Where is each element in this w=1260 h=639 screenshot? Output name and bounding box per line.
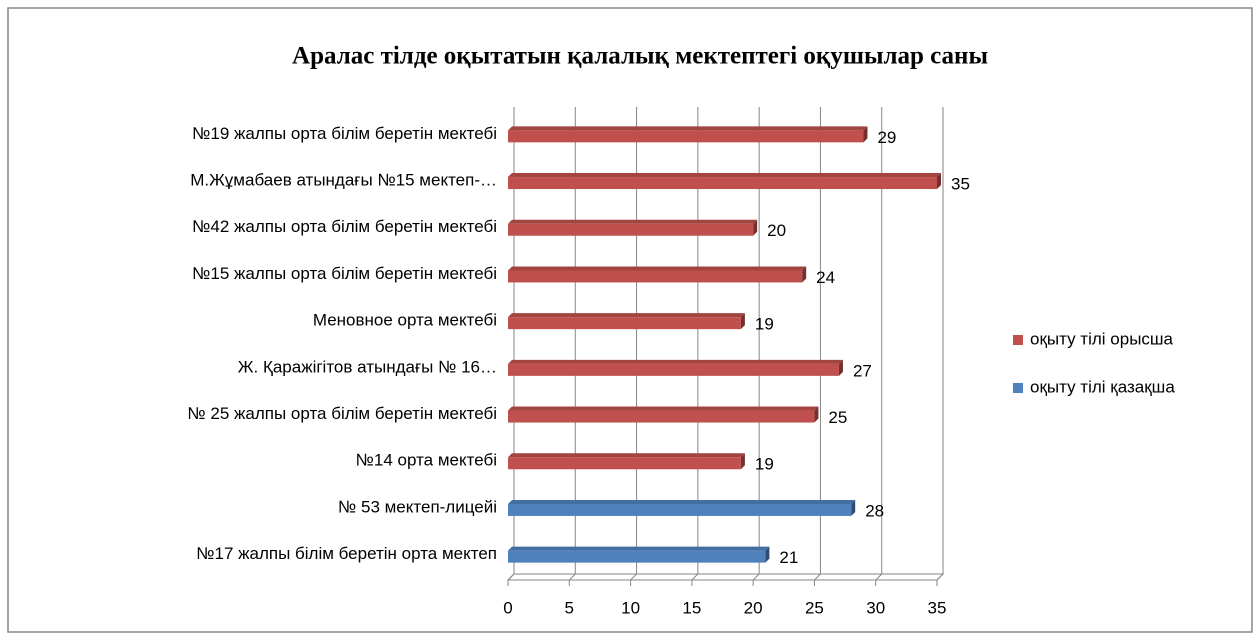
- y-tick-label: Ж. Қаражігітов атындағы № 16…: [238, 357, 497, 376]
- legend-label: оқыту тілі орысша: [1030, 329, 1174, 348]
- y-tick-label: №15 жалпы орта білім беретін мектебі: [192, 264, 497, 283]
- x-tick-label: 35: [928, 598, 947, 617]
- x-tick-label: 15: [682, 598, 701, 617]
- grid-line: [691, 107, 699, 581]
- y-tick-label: №42 жалпы орта білім беретін мектебі: [192, 217, 497, 236]
- grid-line: [936, 107, 944, 581]
- bar-face: [838, 359, 843, 376]
- bar-face: [508, 177, 937, 190]
- grid-line: [814, 107, 821, 581]
- grid-line: [630, 107, 638, 581]
- data-label: 21: [779, 548, 798, 567]
- bar: [508, 546, 770, 563]
- bar-face: [508, 410, 815, 423]
- bar-face: [937, 173, 941, 190]
- y-tick-label: №19 жалпы орта білім беретін мектебі: [192, 124, 497, 143]
- bar: [508, 499, 856, 516]
- bar-face: [508, 457, 741, 470]
- y-tick-label: № 25 жалпы орта білім беретін мектебі: [187, 404, 497, 423]
- bar-face: [802, 266, 807, 283]
- bar: [508, 173, 941, 190]
- bar-face: [508, 173, 941, 178]
- bar-face: [508, 546, 770, 551]
- bar-face: [508, 130, 864, 143]
- legend-label: оқыту тілі қазақша: [1030, 377, 1175, 396]
- data-label: 19: [755, 315, 774, 334]
- bar: [508, 313, 745, 330]
- bar-face: [740, 313, 745, 330]
- x-tick-label: 20: [744, 598, 763, 617]
- x-tick-label: 0: [503, 598, 512, 617]
- bar-face: [508, 266, 807, 271]
- y-tick-label: №14 орта мектебі: [356, 451, 497, 470]
- legend-swatch: [1013, 335, 1023, 345]
- bar-face: [508, 503, 852, 516]
- bar-face: [814, 406, 819, 423]
- bar-face: [508, 550, 766, 563]
- data-label: 35: [951, 175, 970, 194]
- data-label: 25: [828, 408, 847, 427]
- chart-title: Аралас тілде оқытатын қалалық мектептегі…: [292, 43, 988, 70]
- x-tick-label: 5: [565, 598, 574, 617]
- legend-swatch: [1013, 383, 1023, 393]
- bar-face: [508, 499, 856, 504]
- bar: [508, 453, 745, 470]
- y-tick-label: Меновное орта мектебі: [313, 311, 497, 330]
- bar-face: [508, 223, 754, 236]
- bar-face: [851, 499, 856, 516]
- x-tick-label: 30: [866, 598, 885, 617]
- x-tick-label: 25: [805, 598, 824, 617]
- bar-face: [765, 546, 770, 563]
- grid-line: [875, 107, 883, 581]
- y-tick-label: М.Жұмабаев атындағы №15 мектеп-…: [190, 171, 497, 190]
- data-label: 27: [853, 361, 872, 380]
- bar-face: [508, 363, 839, 376]
- bar-face: [508, 406, 819, 411]
- bar: [508, 126, 868, 143]
- y-tick-label: № 53 мектеп-лицейі: [338, 497, 497, 516]
- bar-face: [508, 313, 745, 318]
- grid-line: [752, 107, 760, 581]
- bar-face: [508, 359, 843, 364]
- data-label: 24: [816, 268, 835, 287]
- data-label: 20: [767, 221, 786, 240]
- bar-face: [508, 317, 741, 330]
- bar-face: [508, 219, 758, 224]
- x-tick-label: 10: [621, 598, 640, 617]
- bar-face: [508, 453, 745, 458]
- bar-face: [508, 126, 868, 131]
- bar-face: [753, 219, 758, 236]
- bar-face: [863, 126, 868, 143]
- bar-face: [740, 453, 745, 470]
- y-tick-label: №17 жалпы білім беретін орта мектеп: [196, 544, 497, 563]
- data-label: 28: [865, 501, 884, 520]
- grid-line: [507, 107, 515, 581]
- bar: [508, 406, 819, 423]
- bar: [508, 266, 807, 283]
- data-label: 19: [755, 455, 774, 474]
- grid-line: [568, 107, 576, 581]
- bar-face: [508, 270, 803, 283]
- data-label: 29: [877, 128, 896, 147]
- bar: [508, 359, 843, 376]
- bar: [508, 219, 758, 236]
